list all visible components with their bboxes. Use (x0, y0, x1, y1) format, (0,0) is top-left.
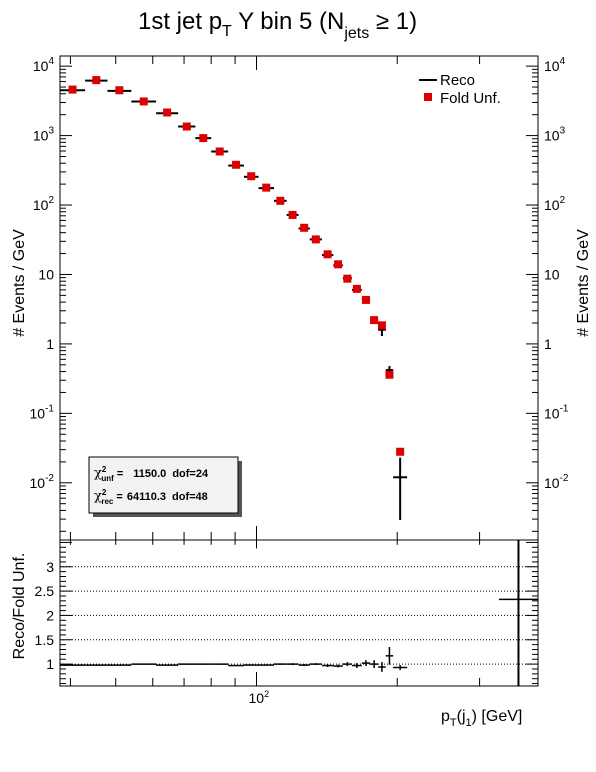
fold-point (247, 172, 256, 181)
ratio-grid (60, 566, 538, 665)
ratio-y-tick-label: 2.5 (35, 583, 55, 599)
fold-point (311, 235, 320, 244)
fold-point (334, 260, 343, 269)
fold-point (352, 284, 361, 293)
lower-y-axis-label: Reco/Fold Unf. (11, 553, 28, 660)
y-tick-label: 104 (544, 56, 566, 74)
fold-point (385, 370, 394, 379)
fold-point (182, 122, 191, 131)
chi2-unf: χ2 unf = 1150.0 dof=24 (94, 465, 209, 483)
y-tick-label: 10-1 (544, 403, 569, 421)
y-tick-label: 102 (544, 195, 566, 213)
ratio-y-tick-label: 1.5 (35, 632, 55, 648)
chart-title: 1st jet pT Y bin 5 (Njets ≥ 1) (138, 8, 417, 42)
fold-point (163, 108, 172, 117)
y-tick-label: 1 (46, 336, 54, 352)
legend-fold-marker (424, 93, 432, 101)
tick-labels: 10-2 10-2 10-1 10-1 1 1 10 10 102 102 103 103 104 104… (30, 56, 569, 706)
y-tick-label: 104 (33, 56, 55, 74)
fold-point (199, 134, 208, 143)
legend: Reco Fold Unf. (419, 72, 501, 107)
fold-point (361, 295, 370, 304)
upper-y-axis-label-left: # Events / GeV (11, 229, 28, 337)
ratio-y-tick-label: 2 (46, 607, 54, 623)
chi2-box: χ2 unf = 1150.0 dof=24 χ2 rec = 64110.3 dof=48 (88, 456, 242, 517)
y-tick-label: 10 (544, 266, 560, 282)
fold-point (215, 147, 224, 156)
legend-reco-label: Reco (440, 72, 475, 89)
y-tick-label: 10 (38, 266, 54, 282)
spectrum-marks (60, 76, 408, 520)
upper-y-axis-label-right: # Events / GeV (575, 229, 592, 337)
x-axis-label: pT(j1) [GeV] (441, 708, 522, 729)
axis-ticks (60, 56, 539, 686)
fold-point (115, 86, 124, 95)
ratio-y-tick-label: 1 (46, 656, 54, 672)
y-tick-label: 103 (544, 126, 566, 144)
fold-point (232, 160, 241, 169)
fold-point (68, 85, 77, 94)
y-tick-label: 10-2 (544, 473, 569, 491)
fold-point (276, 196, 285, 205)
y-tick-label: 102 (33, 195, 55, 213)
y-tick-label: 10-2 (30, 473, 55, 491)
x-tick-label: 102 (248, 689, 269, 706)
fold-point (92, 76, 101, 85)
ratio-marks (60, 540, 538, 686)
fold-point (139, 97, 148, 106)
legend-fold-label: Fold Unf. (440, 90, 501, 107)
fold-point (323, 250, 332, 259)
lower-frame (59, 539, 539, 687)
y-tick-label: 10-1 (30, 403, 55, 421)
fold-point (396, 447, 405, 456)
fold-point (377, 321, 386, 330)
ratio-y-tick-label: 3 (46, 559, 54, 575)
fold-point (262, 183, 271, 192)
fold-point (300, 223, 309, 232)
fold-point (288, 210, 297, 219)
y-tick-label: 103 (33, 126, 55, 144)
fold-point (370, 316, 379, 325)
y-tick-label: 1 (544, 336, 552, 352)
chi2-rec: χ2 rec = 64110.3 dof=48 (94, 488, 208, 506)
fold-point (343, 274, 352, 283)
